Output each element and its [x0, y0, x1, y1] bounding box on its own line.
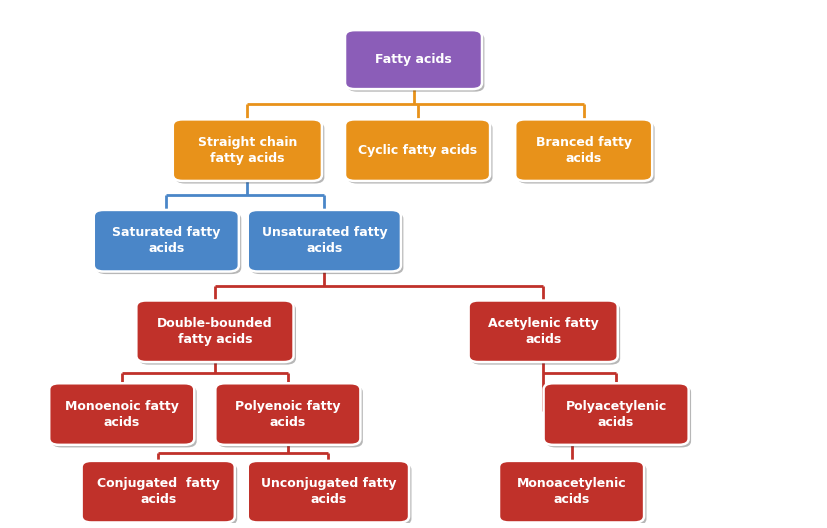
FancyBboxPatch shape	[469, 300, 618, 362]
FancyBboxPatch shape	[515, 119, 653, 181]
FancyBboxPatch shape	[501, 464, 647, 525]
Text: Polyenoic fatty
acids: Polyenoic fatty acids	[235, 400, 341, 429]
FancyBboxPatch shape	[84, 464, 237, 525]
FancyBboxPatch shape	[139, 303, 296, 365]
FancyBboxPatch shape	[93, 210, 239, 271]
FancyBboxPatch shape	[248, 461, 409, 523]
FancyBboxPatch shape	[345, 119, 490, 181]
FancyBboxPatch shape	[251, 464, 412, 525]
Text: Fatty acids: Fatty acids	[375, 53, 452, 66]
Text: Conjugated  fatty
acids: Conjugated fatty acids	[97, 477, 220, 506]
FancyBboxPatch shape	[96, 212, 241, 274]
Text: Monoenoic fatty
acids: Monoenoic fatty acids	[65, 400, 179, 429]
FancyBboxPatch shape	[82, 461, 235, 523]
Text: Branced fatty
acids: Branced fatty acids	[536, 136, 632, 165]
Text: Double-bounded
fatty acids: Double-bounded fatty acids	[157, 317, 273, 346]
Text: Cyclic fatty acids: Cyclic fatty acids	[358, 144, 477, 157]
Text: Polyacetylenic
acids: Polyacetylenic acids	[566, 400, 667, 429]
FancyBboxPatch shape	[499, 461, 644, 523]
FancyBboxPatch shape	[251, 212, 404, 274]
FancyBboxPatch shape	[347, 122, 493, 184]
FancyBboxPatch shape	[173, 119, 322, 181]
FancyBboxPatch shape	[546, 386, 691, 447]
Text: Acetylenic fatty
acids: Acetylenic fatty acids	[488, 317, 599, 346]
FancyBboxPatch shape	[345, 30, 482, 89]
FancyBboxPatch shape	[218, 386, 363, 447]
FancyBboxPatch shape	[51, 386, 197, 447]
FancyBboxPatch shape	[543, 383, 689, 445]
Text: Unsaturated fatty
acids: Unsaturated fatty acids	[261, 226, 387, 255]
FancyBboxPatch shape	[347, 33, 485, 92]
Text: Saturated fatty
acids: Saturated fatty acids	[112, 226, 221, 255]
FancyBboxPatch shape	[471, 303, 620, 365]
FancyBboxPatch shape	[175, 122, 324, 184]
FancyBboxPatch shape	[215, 383, 361, 445]
FancyBboxPatch shape	[136, 300, 294, 362]
FancyBboxPatch shape	[49, 383, 194, 445]
FancyBboxPatch shape	[518, 122, 655, 184]
Text: Unconjugated fatty
acids: Unconjugated fatty acids	[261, 477, 396, 506]
Text: Monoacetylenic
acids: Monoacetylenic acids	[517, 477, 626, 506]
FancyBboxPatch shape	[248, 210, 401, 271]
Text: Straight chain
fatty acids: Straight chain fatty acids	[198, 136, 297, 165]
